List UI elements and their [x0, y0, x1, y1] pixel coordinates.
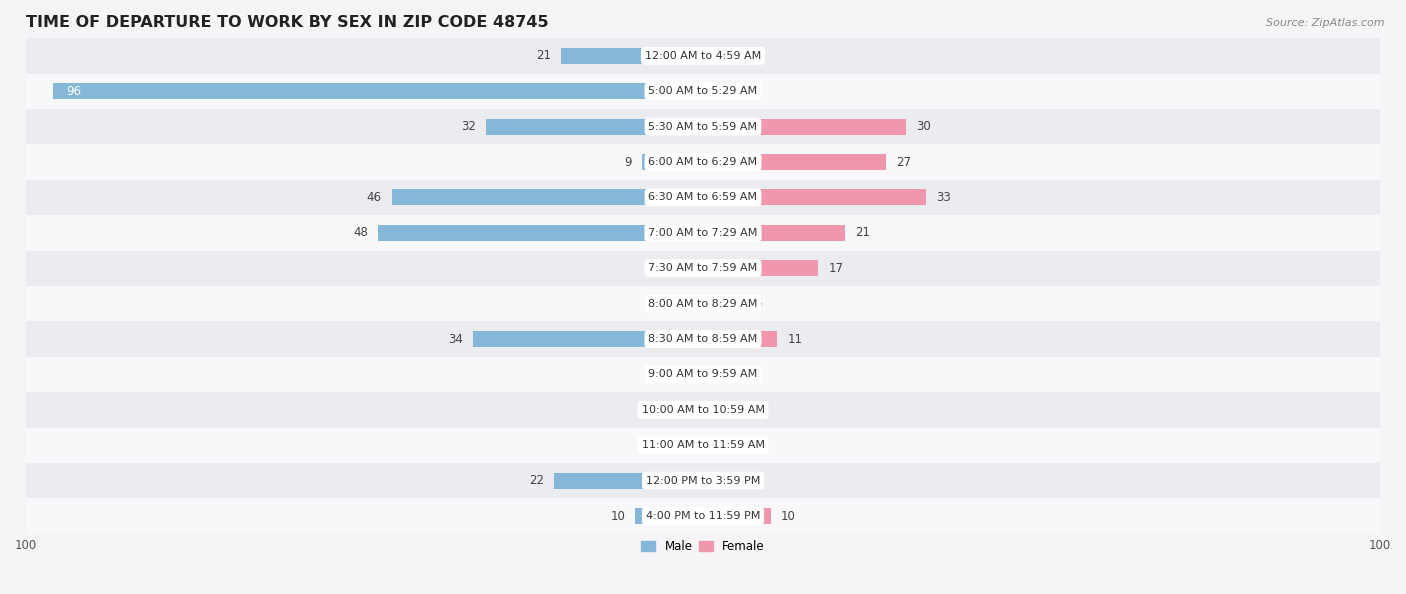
Text: 9: 9 — [624, 156, 631, 169]
Text: 46: 46 — [367, 191, 381, 204]
Text: 12:00 PM to 3:59 PM: 12:00 PM to 3:59 PM — [645, 476, 761, 486]
Text: 8:00 AM to 8:29 AM: 8:00 AM to 8:29 AM — [648, 299, 758, 309]
Text: 5:00 AM to 5:29 AM: 5:00 AM to 5:29 AM — [648, 86, 758, 96]
Text: 4: 4 — [658, 262, 666, 274]
Text: 12:00 AM to 4:59 AM: 12:00 AM to 4:59 AM — [645, 51, 761, 61]
Bar — [27, 251, 1379, 286]
Bar — [561, 48, 703, 64]
Text: Source: ZipAtlas.com: Source: ZipAtlas.com — [1267, 18, 1385, 28]
Text: 96: 96 — [66, 85, 82, 97]
Text: 4: 4 — [740, 439, 748, 451]
Text: 33: 33 — [936, 191, 952, 204]
Text: 32: 32 — [461, 120, 477, 133]
Text: 3: 3 — [665, 403, 672, 416]
Bar — [662, 366, 703, 383]
Bar — [53, 83, 703, 99]
Text: 10: 10 — [780, 510, 796, 523]
Text: 5:30 AM to 5:59 AM: 5:30 AM to 5:59 AM — [648, 122, 758, 132]
Bar — [703, 437, 730, 453]
Bar — [27, 498, 1379, 533]
Legend: Male, Female: Male, Female — [637, 535, 769, 558]
Text: 6: 6 — [754, 297, 761, 310]
Text: 22: 22 — [529, 474, 544, 487]
Bar — [27, 144, 1379, 180]
Bar — [703, 260, 818, 276]
Bar — [27, 215, 1379, 251]
Bar — [27, 428, 1379, 463]
Text: 11: 11 — [787, 333, 803, 346]
Text: 21: 21 — [855, 226, 870, 239]
Text: 6:30 AM to 6:59 AM: 6:30 AM to 6:59 AM — [648, 192, 758, 203]
Bar — [27, 180, 1379, 215]
Bar — [27, 109, 1379, 144]
Text: 8:30 AM to 8:59 AM: 8:30 AM to 8:59 AM — [648, 334, 758, 344]
Bar — [703, 508, 770, 524]
Text: 4:00 PM to 11:59 PM: 4:00 PM to 11:59 PM — [645, 511, 761, 521]
Bar — [27, 357, 1379, 392]
Bar — [27, 38, 1379, 74]
Bar — [636, 508, 703, 524]
Text: 2: 2 — [727, 49, 734, 62]
Text: 10: 10 — [610, 510, 626, 523]
Bar — [486, 119, 703, 135]
Bar — [703, 366, 710, 383]
Text: 6:00 AM to 6:29 AM: 6:00 AM to 6:29 AM — [648, 157, 758, 167]
Text: 7:00 AM to 7:29 AM: 7:00 AM to 7:29 AM — [648, 228, 758, 238]
Bar — [703, 83, 717, 99]
Bar — [554, 473, 703, 489]
Bar — [703, 119, 905, 135]
Bar — [703, 48, 717, 64]
Text: 17: 17 — [828, 262, 844, 274]
Bar — [27, 286, 1379, 321]
Text: 1: 1 — [720, 368, 727, 381]
Bar — [703, 473, 744, 489]
Bar — [703, 331, 778, 347]
Bar — [392, 189, 703, 206]
Bar — [703, 189, 927, 206]
Bar — [703, 225, 845, 241]
Bar — [643, 154, 703, 170]
Text: 27: 27 — [896, 156, 911, 169]
Text: 11:00 AM to 11:59 AM: 11:00 AM to 11:59 AM — [641, 440, 765, 450]
Text: 10:00 AM to 10:59 AM: 10:00 AM to 10:59 AM — [641, 405, 765, 415]
Text: TIME OF DEPARTURE TO WORK BY SEX IN ZIP CODE 48745: TIME OF DEPARTURE TO WORK BY SEX IN ZIP … — [27, 15, 548, 30]
Text: 9:00 AM to 9:59 AM: 9:00 AM to 9:59 AM — [648, 369, 758, 380]
Bar — [27, 392, 1379, 428]
Text: 0: 0 — [686, 297, 693, 310]
Text: 21: 21 — [536, 49, 551, 62]
Text: 34: 34 — [449, 333, 463, 346]
Bar — [703, 402, 717, 418]
Bar — [703, 154, 886, 170]
Bar — [683, 402, 703, 418]
Text: 2: 2 — [727, 85, 734, 97]
Bar — [27, 463, 1379, 498]
Bar — [703, 296, 744, 312]
Bar — [378, 225, 703, 241]
Text: 2: 2 — [727, 403, 734, 416]
Text: 7:30 AM to 7:59 AM: 7:30 AM to 7:59 AM — [648, 263, 758, 273]
Bar — [676, 260, 703, 276]
Bar — [27, 321, 1379, 357]
Text: 6: 6 — [754, 474, 761, 487]
Text: 48: 48 — [353, 226, 368, 239]
Bar — [472, 331, 703, 347]
Text: 6: 6 — [645, 368, 652, 381]
Bar — [27, 74, 1379, 109]
Text: 0: 0 — [686, 439, 693, 451]
Text: 30: 30 — [917, 120, 931, 133]
